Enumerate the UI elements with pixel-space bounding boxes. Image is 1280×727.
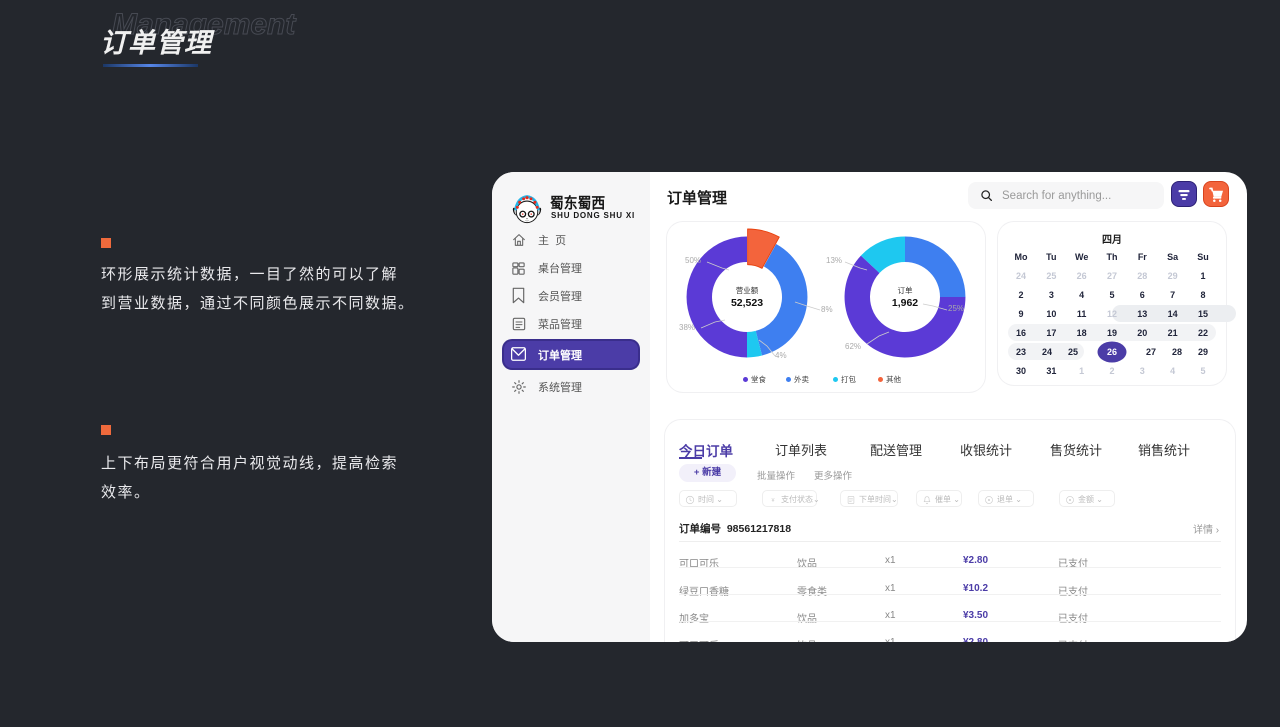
svg-text:¥: ¥: [771, 498, 775, 504]
